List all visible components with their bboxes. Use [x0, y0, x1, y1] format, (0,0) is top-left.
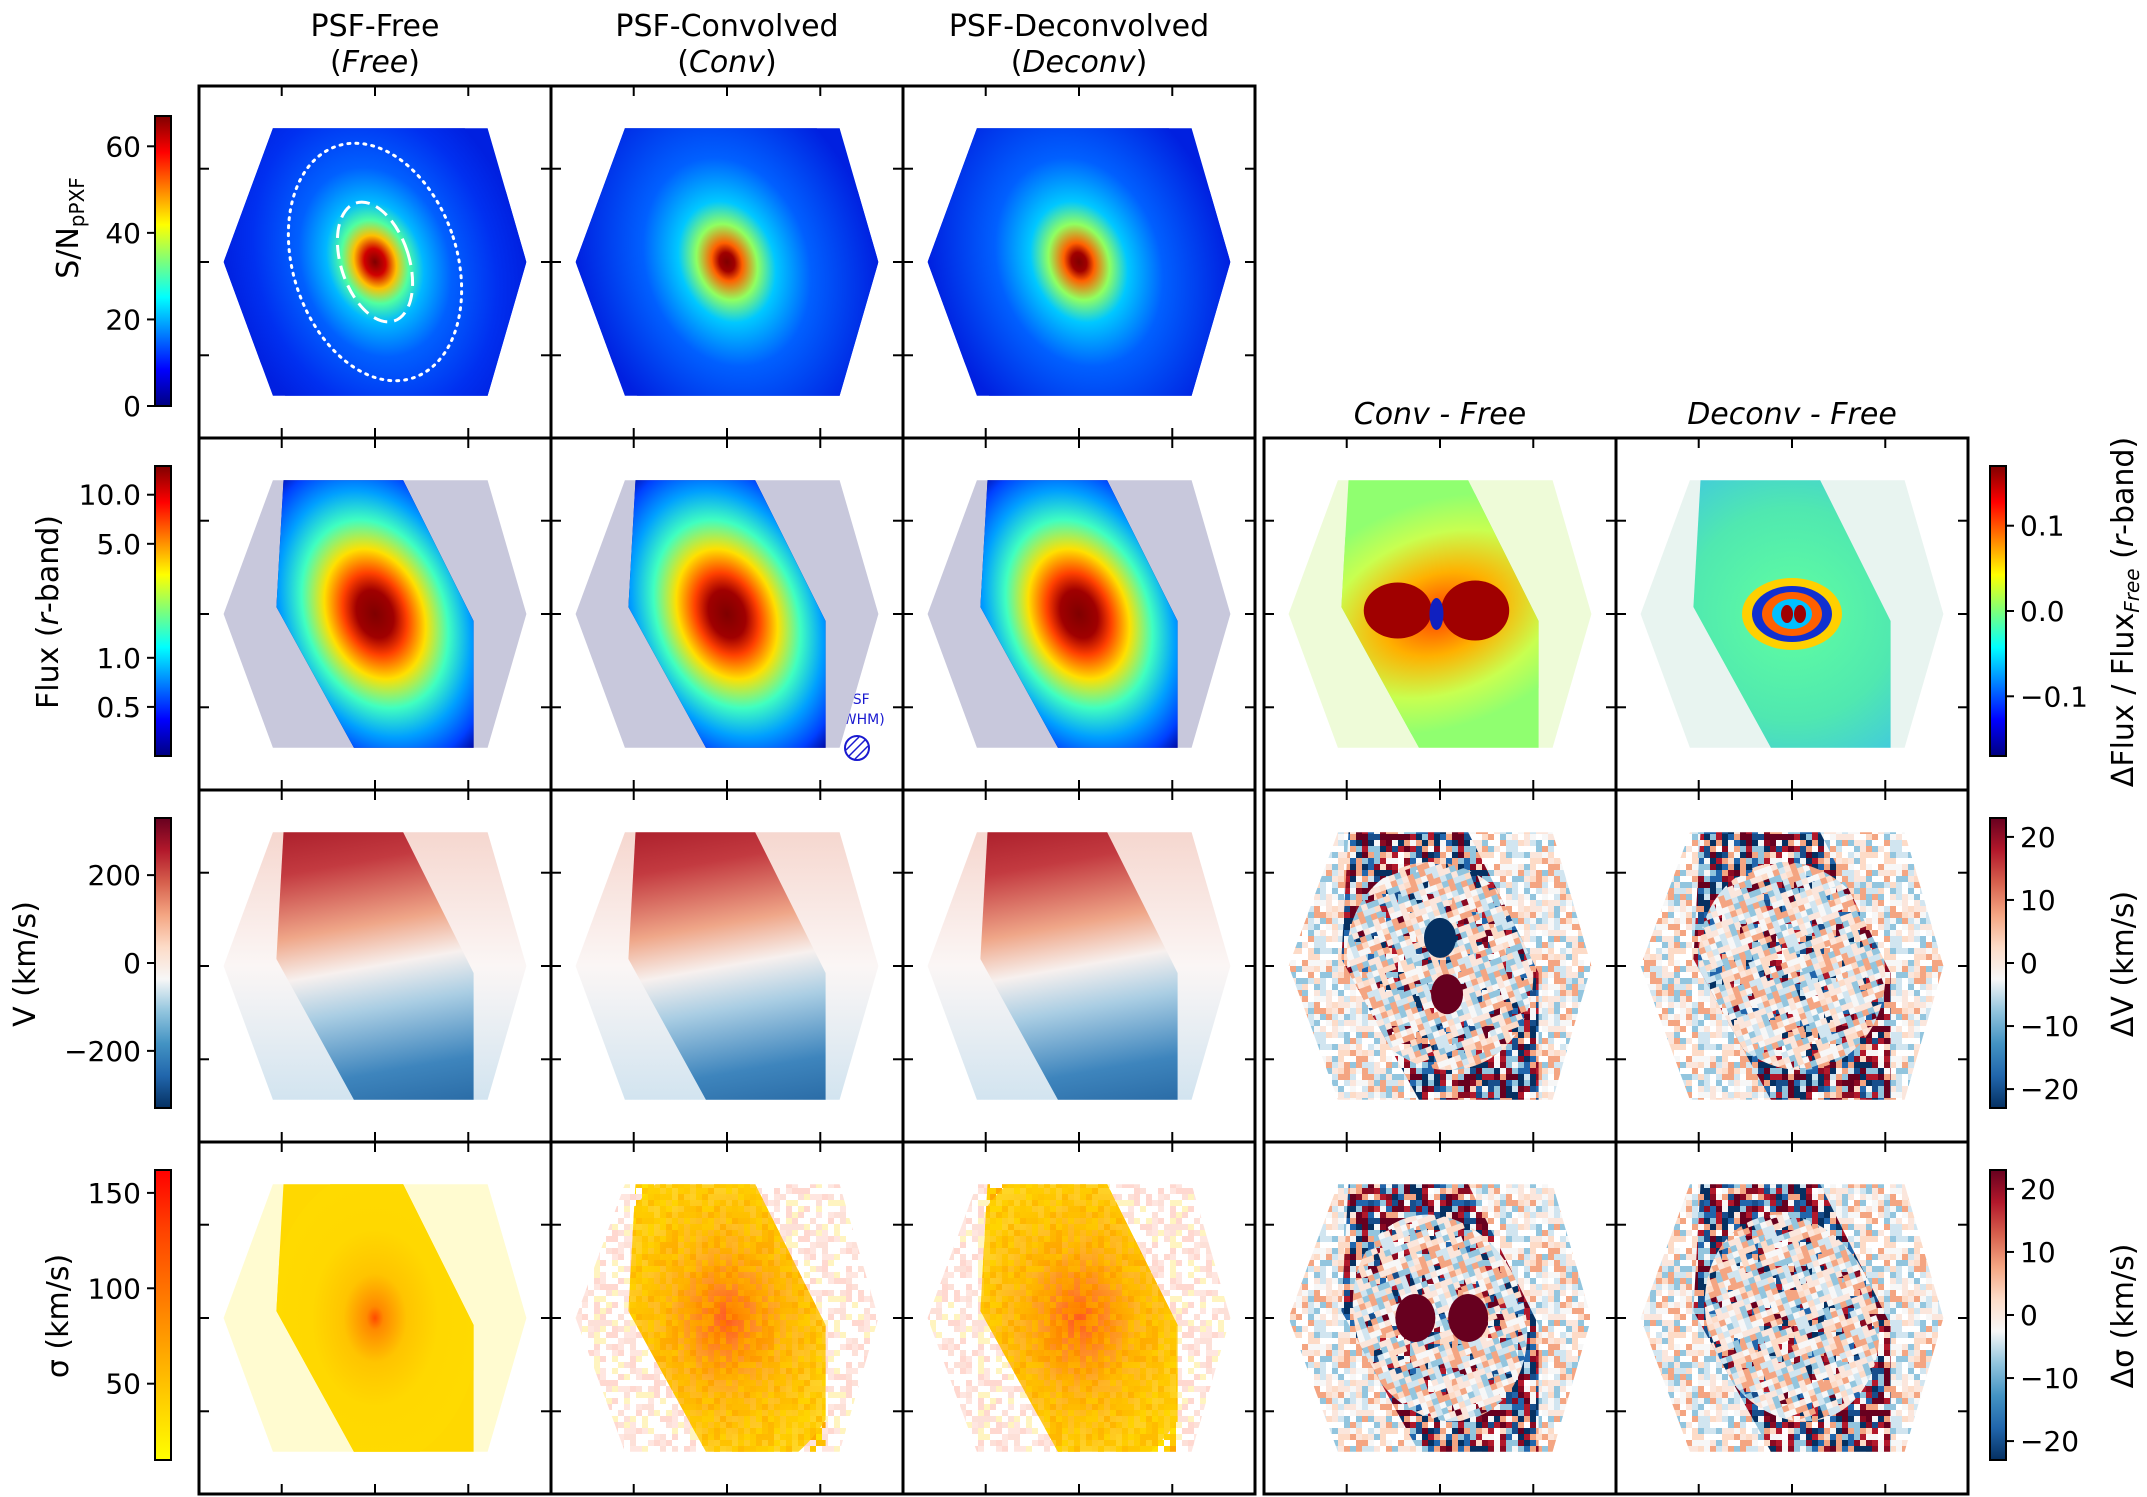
panel-flux-conv — [549, 436, 905, 792]
col-subtitle-free: (Free) — [330, 45, 420, 80]
panel-flux-free — [197, 436, 553, 792]
panel-vel-convfree — [1262, 788, 1618, 1144]
ylabel-sn: S/NpPXF — [51, 177, 89, 279]
column-headers: PSF-Free (Free) PSF-Convolved (Conv) PSF… — [311, 9, 1897, 432]
colorbar-dflux-tick-1: 0.0 — [2020, 595, 2065, 628]
panel-sig-conv — [549, 1140, 905, 1496]
panel-sn-conv — [549, 84, 905, 440]
ylabel-dv: ΔV (km/s) — [2106, 891, 2141, 1037]
colorbar-sig-tick-2: 150 — [88, 1177, 141, 1210]
colorbar-sig: 50 100 150 — [88, 1169, 172, 1461]
colorbar-sn-tick-3: 60 — [105, 130, 141, 163]
colorbar-sig-tick-1: 100 — [88, 1272, 141, 1305]
colorbar-dv-tick-3: 10 — [2020, 884, 2056, 917]
colorbar-sn: 0 20 40 60 — [105, 115, 172, 423]
col-title-free: PSF-Free — [311, 9, 440, 44]
colorbar-flux-tick-3: 10.0 — [79, 479, 141, 512]
panel-sig-free — [197, 1140, 553, 1496]
colorbar-dv-tick-0: −20 — [2020, 1073, 2079, 1106]
colorbar-flux-tick-2: 5.0 — [96, 528, 141, 561]
panel-vel-deconvfree — [1614, 788, 1970, 1144]
colorbars: 02040600.51.05.010.0−200020050100150−0.1… — [64, 115, 2088, 1461]
colorbar-flux-tick-0: 0.5 — [96, 691, 141, 724]
col-title-conv-free: Conv - Free — [1354, 397, 1526, 432]
panel-sig-convfree — [1262, 1140, 1618, 1496]
panel-sig-deconv — [901, 1140, 1257, 1496]
map-panels — [197, 84, 1970, 1496]
panel-sig-deconvfree — [1614, 1140, 1970, 1496]
colorbar-dsig-tick-4: 20 — [2020, 1173, 2056, 1206]
row-labels: S/NpPXF Flux (r-band) V (km/s) σ (km/s) — [8, 177, 89, 1378]
colorbar-dsig-tick-1: −10 — [2020, 1362, 2079, 1395]
ylabel-flux: Flux (r-band) — [31, 515, 66, 709]
colorbar-sn-tick-2: 40 — [105, 217, 141, 250]
panel-flux-deconvfree — [1614, 436, 1970, 792]
colorbar-dsig-tick-3: 10 — [2020, 1236, 2056, 1269]
panel-sn-deconv — [901, 84, 1257, 440]
col-title-deconv-free: Deconv - Free — [1687, 397, 1897, 432]
panel-flux-deconv — [901, 436, 1257, 792]
colorbar-dflux: −0.1 0.0 0.1 — [1989, 465, 2088, 757]
col-title-deconv: PSF-Deconvolved — [949, 9, 1209, 44]
colorbar-dsig: −20 −10 0 10 20 — [1989, 1169, 2079, 1461]
colorbar-dsig-tick-0: −20 — [2020, 1425, 2079, 1458]
colorbar-sn-tick-0: 0 — [123, 390, 141, 423]
col-title-conv: PSF-Convolved — [615, 9, 838, 44]
colorbar-sig-tick-0: 50 — [105, 1368, 141, 1401]
colorbar-dv: −20 −10 0 10 20 — [1989, 817, 2079, 1109]
colorbar-dflux-tick-0: −0.1 — [2020, 680, 2088, 713]
colorbar-dv-tick-4: 20 — [2020, 821, 2056, 854]
colorbar-vel-tick-1: 0 — [123, 947, 141, 980]
colorbar-dv-tick-1: −10 — [2020, 1010, 2079, 1043]
panel-vel-deconv — [901, 788, 1257, 1144]
ylabel-vel: V (km/s) — [8, 901, 43, 1027]
panel-vel-free — [197, 788, 553, 1144]
ylabel-dsig: Δσ (km/s) — [2106, 1244, 2141, 1389]
psf-circle-icon — [844, 735, 870, 761]
colorbar-dv-tick-2: 0 — [2020, 947, 2038, 980]
colorbar-vel-tick-2: 200 — [88, 859, 141, 892]
colorbar-vel-tick-0: −200 — [64, 1035, 141, 1068]
colorbar-dsig-tick-2: 0 — [2020, 1299, 2038, 1332]
ylabel-dflux: ΔFlux / FluxFree (r-band) — [2106, 437, 2144, 787]
colorbar-flux-tick-1: 1.0 — [96, 642, 141, 675]
colorbar-dflux-tick-2: 0.1 — [2020, 510, 2065, 543]
panel-flux-convfree — [1262, 436, 1618, 792]
panel-sn-free — [197, 84, 553, 440]
col-subtitle-conv: (Conv) — [677, 45, 777, 80]
colorbar-sn-tick-1: 20 — [105, 303, 141, 336]
ylabel-sig: σ (km/s) — [41, 1254, 76, 1378]
panel-vel-conv — [549, 788, 905, 1144]
col-subtitle-deconv: (Deconv) — [1011, 45, 1148, 80]
colorbar-flux: 0.5 1.0 5.0 10.0 — [79, 465, 172, 757]
colorbar-vel: −200 0 200 — [64, 817, 172, 1109]
residual-labels: ΔFlux / FluxFree (r-band) ΔV (km/s) Δσ (… — [2106, 437, 2144, 1389]
